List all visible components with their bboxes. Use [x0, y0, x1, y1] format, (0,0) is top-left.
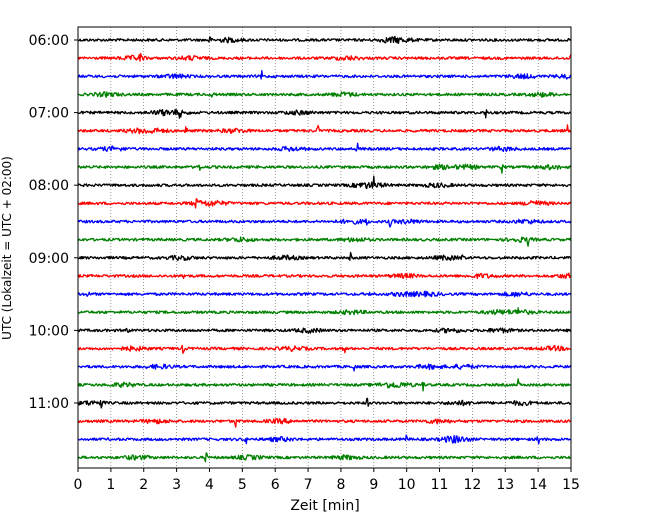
x-tick-label: 6	[271, 477, 280, 493]
x-tick-label: 14	[529, 477, 547, 493]
y-tick-label: 11:00	[29, 396, 69, 412]
y-tick-label: 07:00	[29, 106, 69, 122]
trace-1115	[77, 417, 572, 428]
x-tick-label: 7	[304, 477, 313, 493]
trace-0745	[77, 163, 572, 174]
x-tick-label: 10	[398, 477, 416, 493]
y-tick-label: 06:00	[29, 33, 69, 49]
trace-1100	[77, 397, 572, 409]
trace-0645	[77, 91, 572, 98]
trace-0600	[77, 35, 572, 44]
y-ticks: 06:00 07:00 08:00 09:00 10:00 11:00	[29, 33, 78, 412]
y-axis-label: UTC (Lokalzeit = UTC + 02:00)	[0, 156, 14, 340]
trace-1000	[77, 327, 572, 334]
x-tick-label: 5	[238, 477, 247, 493]
trace-0845	[77, 236, 572, 247]
trace-0630	[77, 70, 572, 80]
trace-1130	[77, 434, 572, 445]
trace-0830	[77, 218, 572, 228]
trace-1015	[77, 344, 572, 354]
trace-0900	[77, 251, 572, 261]
trace-0815	[77, 198, 572, 209]
trace-1145	[77, 452, 572, 463]
y-tick-label: 10:00	[29, 323, 69, 339]
x-axis-label: Zeit [min]	[290, 498, 359, 514]
y-tick-label: 09:00	[29, 251, 69, 267]
trace-0915	[77, 272, 572, 280]
x-tick-label: 4	[205, 477, 214, 493]
x-tick-label: 15	[562, 477, 580, 493]
x-tick-label: 0	[74, 477, 83, 493]
trace-0615	[77, 52, 572, 62]
x-tick-label: 12	[463, 477, 481, 493]
y-tick-label: 08:00	[29, 178, 69, 194]
trace-0945	[77, 307, 572, 316]
x-tick-label: 11	[431, 477, 449, 493]
trace-lines	[77, 35, 572, 463]
trace-1045	[77, 378, 572, 392]
x-tick-label: 13	[496, 477, 514, 493]
trace-0700	[77, 108, 572, 119]
x-tick-label: 8	[336, 477, 345, 493]
x-tick-label: 3	[172, 477, 181, 493]
trace-0800	[77, 175, 572, 190]
plot-frame	[77, 26, 572, 469]
x-tick-label: 9	[369, 477, 378, 493]
trace-0730	[77, 142, 572, 153]
x-tick-label: 1	[106, 477, 115, 493]
x-ticks: 0 1 2 3 4 5 6 7 8 9 10 11 12 13 14 15	[74, 468, 580, 493]
x-tick-label: 2	[139, 477, 148, 493]
trace-0715	[77, 124, 572, 135]
trace-1030	[77, 363, 572, 372]
trace-0930	[77, 290, 572, 298]
